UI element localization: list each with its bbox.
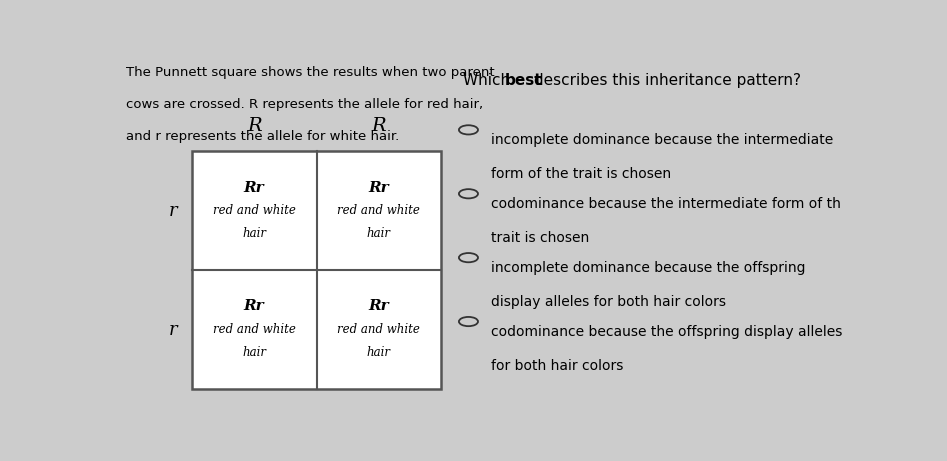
Text: display alleles for both hair colors: display alleles for both hair colors: [491, 295, 726, 309]
Text: best: best: [505, 73, 543, 88]
Text: The Punnett square shows the results when two parent: The Punnett square shows the results whe…: [126, 66, 494, 79]
Text: and r represents the allele for white hair.: and r represents the allele for white ha…: [126, 130, 399, 143]
Text: red and white: red and white: [213, 323, 295, 336]
Text: incomplete dominance because the intermediate: incomplete dominance because the interme…: [491, 133, 833, 148]
Text: Rr: Rr: [368, 300, 389, 313]
Text: R: R: [371, 117, 386, 136]
Text: red and white: red and white: [337, 204, 420, 217]
Text: red and white: red and white: [337, 323, 420, 336]
Text: codominance because the intermediate form of th: codominance because the intermediate for…: [491, 197, 841, 211]
Text: Which: Which: [463, 73, 515, 88]
Text: Rr: Rr: [243, 300, 264, 313]
Text: describes this inheritance pattern?: describes this inheritance pattern?: [528, 73, 800, 88]
Text: hair: hair: [366, 227, 391, 240]
Text: form of the trait is chosen: form of the trait is chosen: [491, 167, 671, 181]
Text: red and white: red and white: [213, 204, 295, 217]
Text: trait is chosen: trait is chosen: [491, 231, 589, 245]
Text: for both hair colors: for both hair colors: [491, 359, 623, 373]
Text: r: r: [170, 201, 178, 219]
Text: r: r: [170, 320, 178, 338]
Bar: [192, 151, 441, 389]
Text: Rr: Rr: [243, 181, 264, 195]
Text: cows are crossed. R represents the allele for red hair,: cows are crossed. R represents the allel…: [126, 98, 483, 111]
Text: R: R: [247, 117, 261, 136]
Text: hair: hair: [242, 227, 266, 240]
Text: hair: hair: [242, 346, 266, 359]
Text: Rr: Rr: [368, 181, 389, 195]
Text: hair: hair: [366, 346, 391, 359]
Text: incomplete dominance because the offspring: incomplete dominance because the offspri…: [491, 261, 806, 275]
Text: codominance because the offspring display alleles: codominance because the offspring displa…: [491, 325, 843, 339]
